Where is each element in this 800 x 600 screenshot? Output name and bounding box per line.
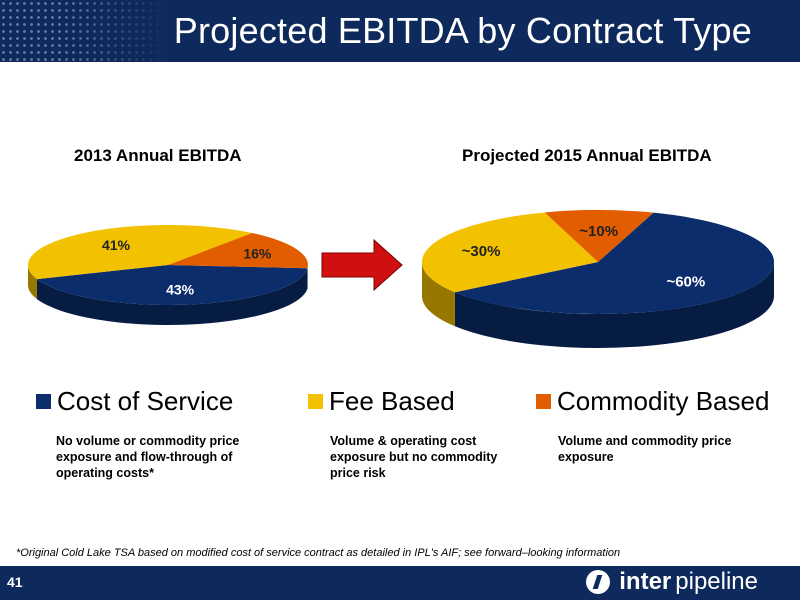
logo-mark-icon [586,570,611,594]
legend-label-fee-based: Fee Based [329,386,455,416]
header-dot-pattern [0,0,170,62]
pie-2013-slice-cost-of-service [36,265,308,305]
legend-swatch-cost-of-service [36,394,51,409]
footnote: *Original Cold Lake TSA based on modifie… [16,547,621,559]
logo-word-pipeline: pipeline [675,568,758,595]
pie-2015-label-cost-of-service: ~60% [666,273,705,290]
slide-title: Projected EBITDA by Contract Type [173,10,752,51]
footer-bar: 41 inter pipeline [0,566,800,600]
description-cost-of-service: No volume or commodity price exposure an… [56,434,240,480]
pie-2015-label-commodity-based: ~10% [579,223,618,240]
pie-2013-side-fee-based [28,265,37,300]
pie-2015-slice-commodity-based [544,210,654,262]
pie-chart-2015: ~60% ~30% ~10% [422,210,775,349]
legend-swatch-fee-based [308,394,323,409]
pie-2013-slice-commodity-based [168,233,308,269]
legend-label-cost-of-service: Cost of Service [57,386,234,416]
chart-title-2015: Projected 2015 Annual EBITDA [462,146,712,165]
pie-2013-slice-fee-based [27,225,253,280]
pie-2015-label-fee-based: ~30% [462,243,501,260]
pie-2015-side-cost-of-service [454,262,774,349]
pie-charts: 43% 41% 16% ~60% ~30% ~10% [27,210,775,349]
logo-word-inter: inter [619,568,672,595]
pie-2015-side-fee-based [422,262,455,327]
right-arrow-icon [321,238,403,292]
legend-item-fee-based: Fee Based [308,386,455,417]
pie-chart-2013: 43% 41% 16% [27,225,308,325]
pie-2013-label-fee-based: 41% [102,237,131,253]
pie-2013-label-cost-of-service: 43% [166,281,195,297]
header-bar: Projected EBITDA by Contract Type [0,0,800,62]
legend-swatch-commodity-based [536,394,551,409]
page-number: 41 [7,574,23,590]
pie-2013-label-commodity-based: 16% [243,245,272,261]
description-commodity-based: Volume and commodity price exposure [558,434,732,464]
pie-2013-side-cost-of-service [36,268,308,325]
description-fee-based: Volume & operating cost exposure but no … [330,434,498,480]
pie-2015-slice-cost-of-service [454,212,775,315]
chart-title-2013: 2013 Annual EBITDA [74,146,242,165]
pie-2015-slice-fee-based [422,212,598,293]
company-logo: inter pipeline [586,568,758,596]
legend-item-commodity-based: Commodity Based [536,386,769,417]
legend-label-commodity-based: Commodity Based [557,386,770,416]
legend-item-cost-of-service: Cost of Service [36,386,233,417]
